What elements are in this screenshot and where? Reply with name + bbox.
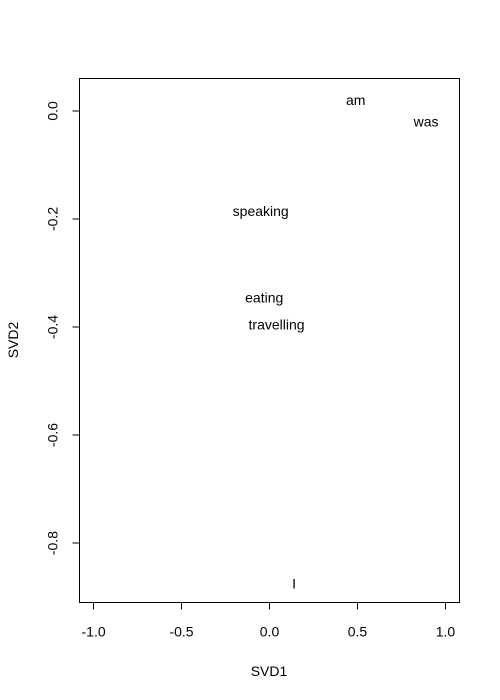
x-axis-label: SVD1 bbox=[251, 663, 288, 679]
y-tick-label: -0.2 bbox=[45, 207, 61, 231]
x-axis: -1.0 -0.5 0.0 0.5 1.0 bbox=[82, 602, 456, 640]
point-label: am bbox=[346, 92, 365, 108]
point-label: was bbox=[413, 114, 439, 130]
x-tick-label: 1.0 bbox=[436, 624, 456, 640]
y-tick-label: 0.0 bbox=[45, 101, 61, 121]
points-layer: am was speaking eating travelling I bbox=[233, 92, 439, 591]
y-tick-label: -0.4 bbox=[45, 315, 61, 339]
y-tick-label: -0.8 bbox=[45, 531, 61, 555]
point-label: speaking bbox=[233, 203, 289, 219]
x-tick-label: 0.5 bbox=[348, 624, 368, 640]
y-axis-label: SVD2 bbox=[5, 322, 21, 359]
x-tick-label: -1.0 bbox=[82, 624, 106, 640]
x-tick-label: -0.5 bbox=[169, 624, 193, 640]
point-label: eating bbox=[245, 289, 283, 305]
plot-frame bbox=[79, 78, 460, 603]
x-tick-label: 0.0 bbox=[260, 624, 280, 640]
y-axis: -0.8 -0.6 -0.4 -0.2 0.0 bbox=[45, 101, 80, 555]
point-label: I bbox=[292, 576, 296, 592]
point-label: travelling bbox=[249, 316, 305, 332]
y-tick-label: -0.6 bbox=[45, 423, 61, 447]
